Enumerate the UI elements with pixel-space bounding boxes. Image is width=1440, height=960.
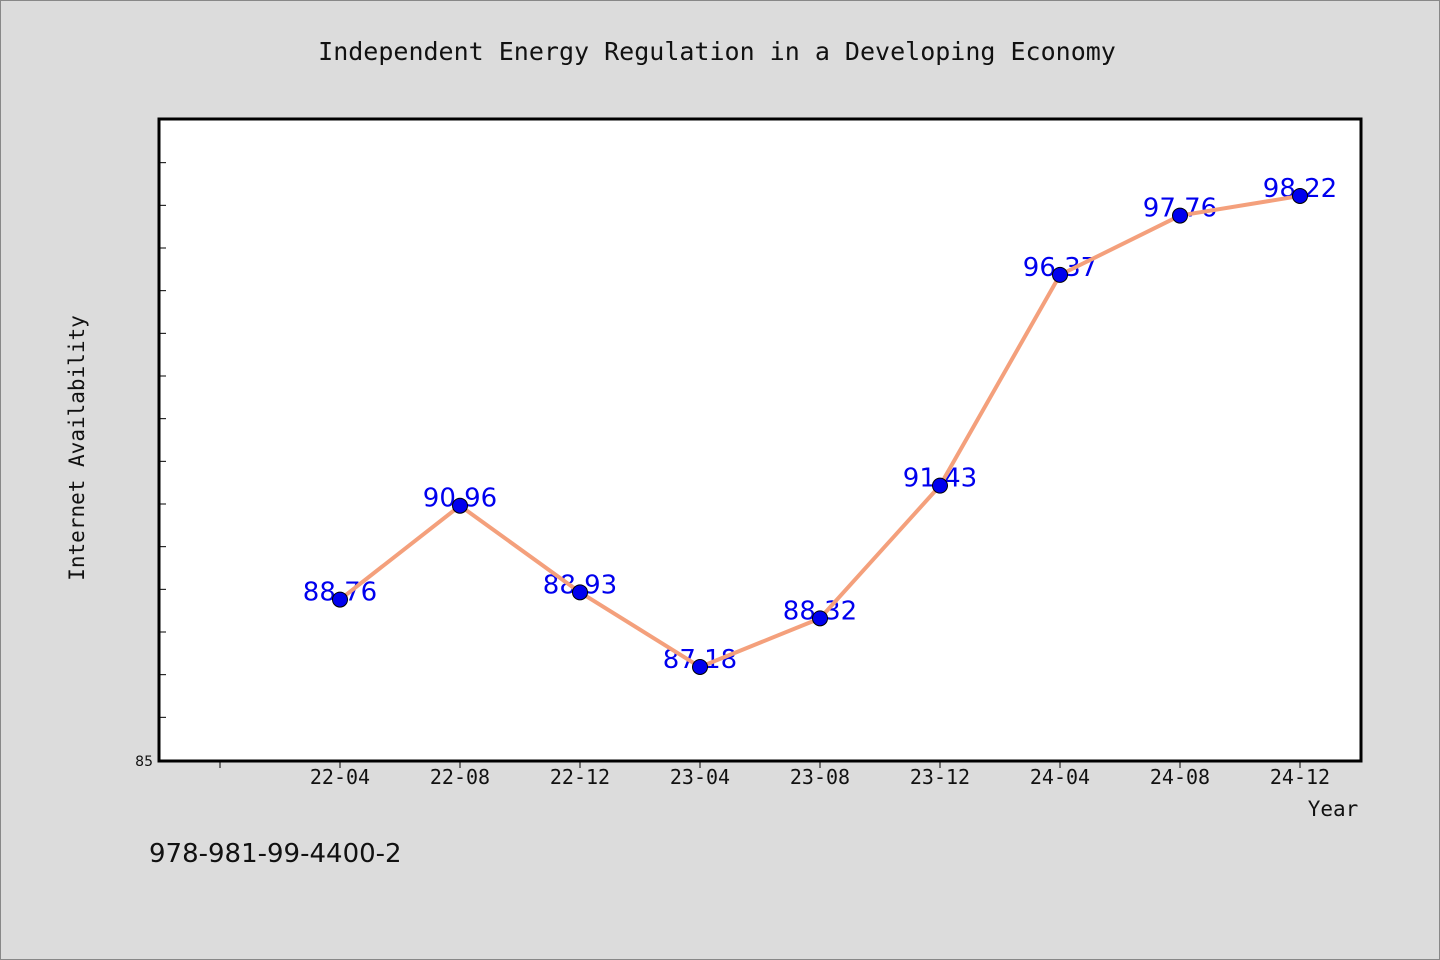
chart-title: Independent Energy Regulation in a Devel… <box>318 37 1116 66</box>
x-axis-title: Year <box>1308 797 1359 821</box>
data-point-marker <box>572 584 588 601</box>
data-point-marker <box>692 658 708 675</box>
data-point-marker <box>932 477 948 494</box>
data-point-marker <box>1292 187 1308 204</box>
x-axis-ticks: 22-04 22-08 22-12 23-04 23-08 23-12 24-04 24-08… <box>219 761 1330 789</box>
y-axis-ticks <box>159 162 166 718</box>
data-point-marker <box>452 497 468 514</box>
data-point-marker <box>1172 207 1188 224</box>
x-tick-label: 22-12 <box>550 765 610 789</box>
data-point-marker <box>332 591 348 608</box>
x-tick-label: 22-04 <box>310 765 370 789</box>
x-tick-label: 24-12 <box>1270 765 1330 789</box>
x-tick-label: 24-04 <box>1030 765 1090 789</box>
x-tick-label: 22-08 <box>430 765 490 789</box>
x-tick-label: 24-08 <box>1150 765 1210 789</box>
y-tick-label-85: 85 <box>135 754 153 770</box>
x-tick-label: 23-12 <box>910 765 970 789</box>
x-tick-label: 23-08 <box>790 765 850 789</box>
data-point-marker <box>812 610 828 627</box>
isbn-note: 978-981-99-4400-2 <box>149 839 402 869</box>
series-group <box>332 187 1308 675</box>
x-tick-label: 23-04 <box>670 765 730 789</box>
data-point-marker <box>1052 266 1068 283</box>
y-axis-title: Internet Availability <box>65 315 89 581</box>
